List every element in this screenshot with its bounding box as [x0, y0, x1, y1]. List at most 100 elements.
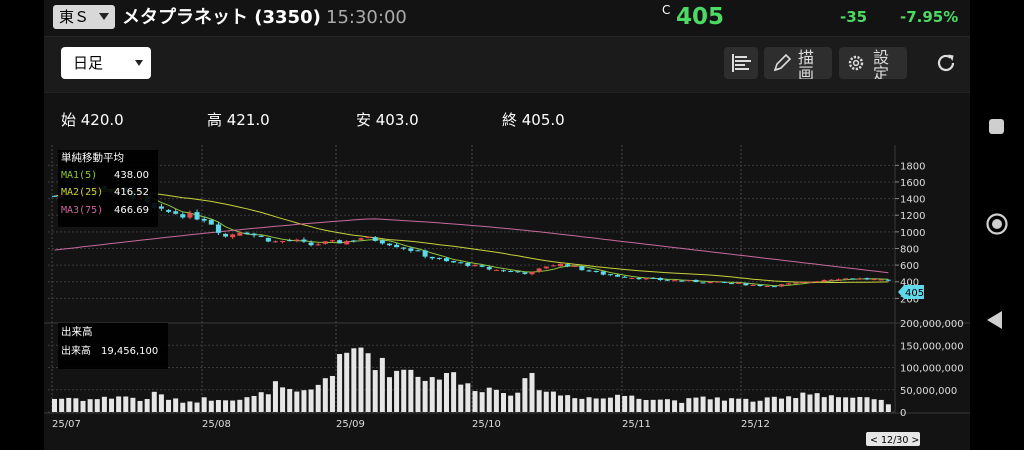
- volume-bar: [615, 394, 621, 412]
- volume-tick-label: 50,000,000: [900, 386, 957, 397]
- volume-bar: [508, 395, 514, 412]
- candle-body: [230, 234, 236, 238]
- indicator-list-button[interactable]: [724, 47, 758, 79]
- volume-bar: [664, 399, 670, 412]
- volume-bar: [401, 369, 407, 412]
- candle-body: [166, 210, 172, 212]
- volume-bar: [786, 396, 792, 412]
- high-price: 高 421.0: [207, 111, 270, 129]
- ma-legend: 単純移動平均 MA1(5) 438.00 MA2(25) 416.52 MA3(…: [58, 150, 158, 227]
- volume-bar: [750, 401, 756, 412]
- close-flag: C: [662, 3, 671, 17]
- x-tick-label: 25/12: [741, 419, 770, 430]
- candle-body: [664, 279, 670, 281]
- candle-body: [187, 212, 193, 218]
- volume-bar: [123, 396, 129, 412]
- volume-bar: [308, 389, 314, 412]
- candle-body: [821, 280, 827, 282]
- candle-body: [315, 244, 321, 246]
- candle-body: [629, 277, 635, 279]
- candle-body: [757, 284, 763, 287]
- candle-body: [650, 277, 656, 279]
- volume-bar: [558, 395, 564, 412]
- back-icon[interactable]: [987, 311, 1002, 329]
- draw-label: 描画: [798, 48, 815, 80]
- candle-body: [237, 232, 243, 236]
- market-select[interactable]: 東Ｓ: [53, 5, 115, 29]
- settings-button[interactable]: 設定: [839, 47, 907, 79]
- volume-bar: [386, 377, 392, 412]
- volume-bar: [180, 402, 186, 412]
- candle-body: [721, 281, 727, 283]
- volume-bar: [265, 394, 271, 412]
- x-tick-label: 25/08: [202, 419, 231, 430]
- volume-bar: [80, 400, 86, 412]
- candle-body: [194, 212, 200, 220]
- price-tick-label: 1400: [900, 195, 925, 206]
- volume-tick-label: 0: [900, 408, 906, 419]
- price-tick-label: 1000: [900, 228, 925, 239]
- volume-bar: [272, 381, 278, 412]
- candle-body: [180, 214, 186, 218]
- ma-legend-title: 単純移動平均: [61, 151, 124, 164]
- volume-bar: [394, 370, 400, 412]
- candle-body: [472, 265, 478, 267]
- candle-body: [358, 238, 364, 240]
- volume-bar: [764, 397, 770, 412]
- candle-body: [743, 283, 749, 286]
- volume-bar: [850, 397, 856, 412]
- candle-body: [215, 224, 221, 233]
- candle-body: [750, 284, 756, 286]
- volume-bar: [258, 392, 264, 412]
- volume-bar: [244, 397, 250, 412]
- candle-body: [493, 269, 499, 271]
- ma2-line: [54, 190, 889, 283]
- volume-bar: [351, 348, 357, 412]
- recent-apps-icon[interactable]: [989, 119, 1004, 134]
- candle-body: [486, 267, 492, 270]
- candle-body: [351, 240, 357, 242]
- chart-area[interactable]: 200 400 600 800 1000 1200 1400 1600 1800 0 50,000…: [44, 145, 970, 450]
- price-change-percent: -7.95%: [900, 8, 959, 26]
- candle-body: [408, 248, 414, 251]
- volume-bar: [73, 398, 79, 412]
- volume-bar: [757, 400, 763, 412]
- candle-body: [714, 281, 720, 283]
- volume-legend-label: 出来高: [61, 344, 91, 357]
- volume-bar: [536, 390, 542, 412]
- candle-body: [565, 264, 571, 267]
- date-cursor-tag[interactable]: < 12/30 >: [866, 432, 920, 446]
- volume-bar: [871, 399, 877, 412]
- price-tick-label: 1800: [900, 161, 925, 172]
- candle-body: [465, 263, 471, 266]
- candle-body: [301, 239, 307, 242]
- volume-bar: [486, 387, 492, 412]
- volume-bar: [814, 393, 820, 412]
- stock-name: メタプラネット (3350): [122, 7, 321, 28]
- volume-bar: [116, 396, 122, 412]
- ma-legend-box: [58, 150, 158, 227]
- refresh-icon[interactable]: [934, 51, 958, 75]
- x-tick-label: 25/07: [52, 419, 81, 430]
- volume-bar: [743, 398, 749, 412]
- candle-body: [622, 276, 628, 278]
- volume-bar: [736, 398, 742, 412]
- volume-bar: [593, 398, 599, 412]
- volume-bar: [600, 398, 606, 412]
- draw-button[interactable]: 描画: [764, 47, 832, 79]
- candle-body: [729, 283, 735, 285]
- candle-body: [643, 278, 649, 280]
- volume-bar: [650, 399, 656, 412]
- volume-bar: [707, 399, 713, 412]
- candle-body: [657, 277, 663, 280]
- volume-bar: [672, 400, 678, 412]
- volume-bar: [166, 399, 172, 412]
- x-tick-label: 25/10: [472, 419, 501, 430]
- volume-bar: [493, 389, 499, 412]
- home-icon[interactable]: [986, 213, 1008, 235]
- quote-time: 15:30:00: [326, 7, 407, 28]
- volume-bar: [800, 392, 806, 412]
- candle-body: [401, 247, 407, 249]
- period-select[interactable]: 日足: [61, 47, 151, 79]
